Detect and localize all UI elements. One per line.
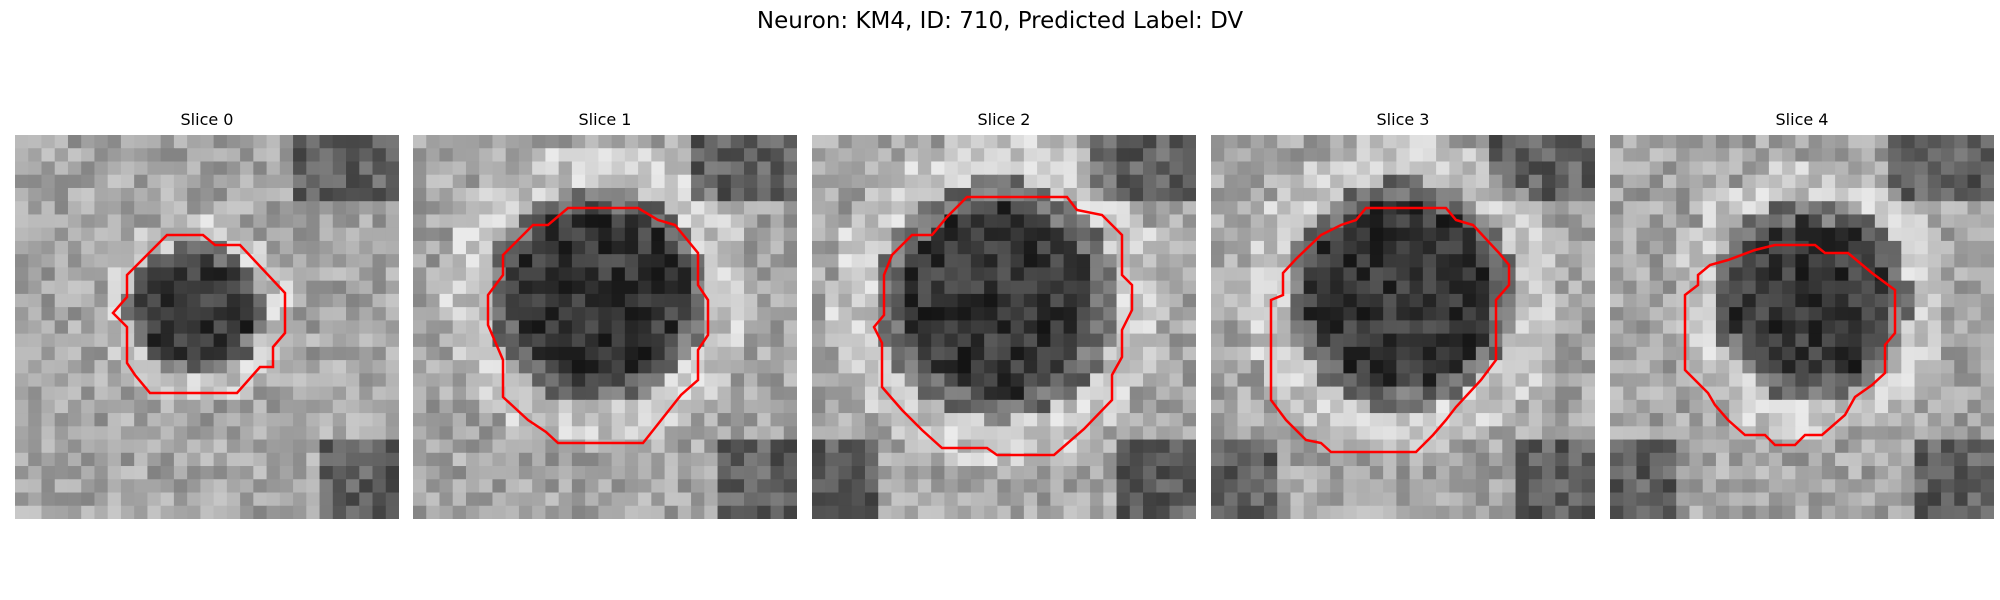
figure-title: Neuron: KM4, ID: 710, Predicted Label: D… <box>756 8 1244 34</box>
slice-title: Slice 2 <box>977 110 1031 129</box>
microscopy-slice-image <box>15 135 399 519</box>
pixel-grid <box>812 135 1196 519</box>
segmentation-contour <box>486 206 710 445</box>
slice-title: Slice 4 <box>1775 110 1829 129</box>
pixel-grid <box>1211 135 1595 519</box>
slice-title: Slice 1 <box>578 110 632 129</box>
microscopy-slice-image <box>1211 135 1595 519</box>
microscopy-slice-image <box>413 135 797 519</box>
pixel-grid <box>413 135 797 519</box>
segmentation-contour <box>1683 243 1897 447</box>
microscopy-slice-image <box>812 135 1196 519</box>
segmentation-contour <box>872 195 1134 457</box>
slice-title: Slice 0 <box>180 110 234 129</box>
slice-title: Slice 3 <box>1376 110 1430 129</box>
segmentation-contour <box>1269 206 1511 454</box>
pixel-grid <box>15 135 399 519</box>
segmentation-contour <box>111 233 287 395</box>
microscopy-slice-image <box>1610 135 1994 519</box>
pixel-grid <box>1610 135 1994 519</box>
